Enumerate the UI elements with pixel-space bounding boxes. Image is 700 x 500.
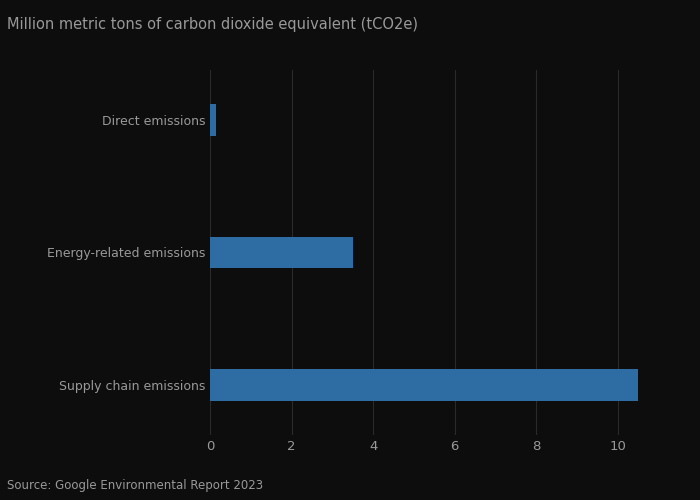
Text: Million metric tons of carbon dioxide equivalent (tCO2e): Million metric tons of carbon dioxide eq… [7,18,418,32]
Bar [210,104,216,136]
Bar [210,370,638,401]
Bar [210,236,353,268]
Text: Source: Google Environmental Report 2023: Source: Google Environmental Report 2023 [7,480,263,492]
